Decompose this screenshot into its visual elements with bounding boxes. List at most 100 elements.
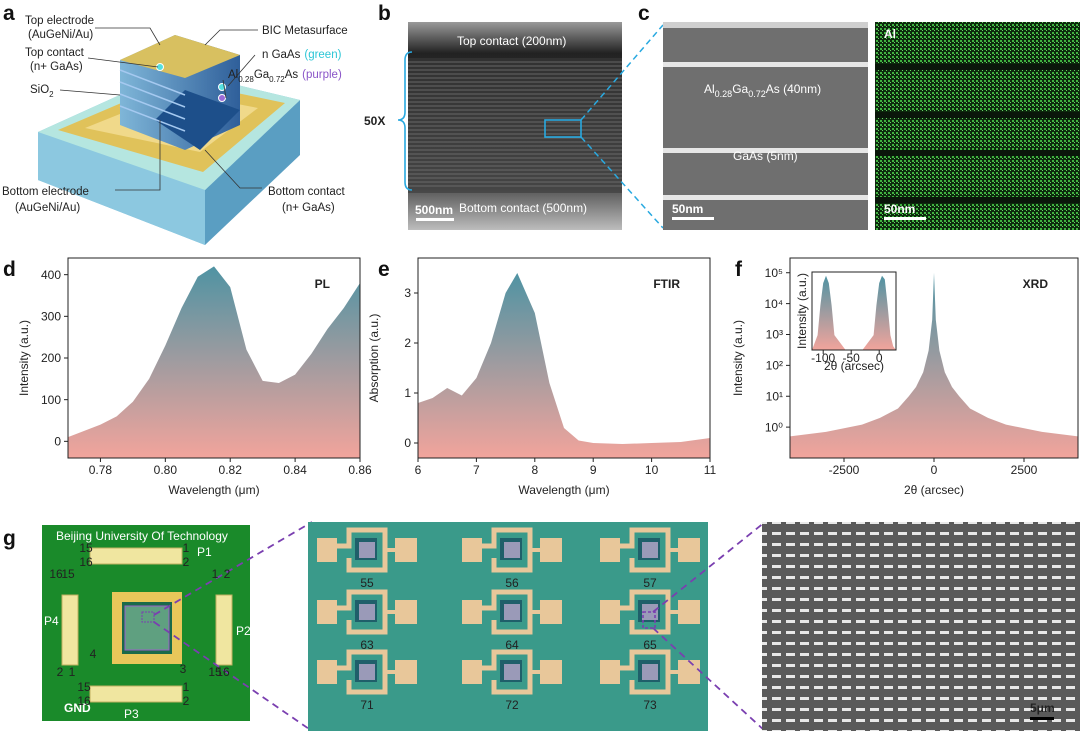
pin-label: 16 (77, 694, 91, 708)
device-schematic-polyline (204, 29, 258, 46)
device-number: 65 (643, 638, 657, 652)
device-photos-rect (762, 522, 1080, 731)
device-schematic-text-tspan: (purple) (302, 69, 342, 81)
device-schematic-text: Top electrode (25, 15, 94, 27)
device-photos-text: P4 (44, 614, 59, 628)
y-tick-label: 400 (41, 268, 61, 282)
device-schematic-text-tspan: (green) (304, 49, 341, 61)
eds-images-text: 50nm (672, 202, 703, 216)
y-tick-label: 200 (41, 351, 61, 365)
device-number: 64 (505, 638, 519, 652)
pin-label: 1 (69, 665, 76, 679)
device-photos-text: 5μm (1030, 701, 1055, 715)
tem-image-rect (408, 58, 622, 193)
device-photos-rect (141, 611, 155, 623)
eds-images-text: Al (884, 27, 896, 41)
pad (678, 660, 700, 684)
tem-image-line (580, 24, 664, 121)
electrode (620, 649, 671, 695)
pad (678, 600, 700, 624)
device-schematic-text-tspan: 2 (49, 90, 54, 99)
device-number: 56 (505, 576, 519, 590)
panel-labels-text: d (3, 258, 16, 281)
device-photos-text: Beijing University Of Technology (56, 529, 228, 543)
eds-images-rect (875, 22, 1080, 230)
x-tick-label: 11 (704, 463, 717, 477)
tem-image-rect (416, 218, 454, 221)
y-tick-label: 10¹ (766, 389, 783, 403)
device-schematic-polygon (38, 132, 205, 245)
y-tick-label: 2 (404, 336, 411, 350)
device-photos-text: P2 (236, 624, 251, 638)
x-tick-label: -50 (843, 351, 861, 365)
pin-label: 16 (49, 567, 63, 581)
y-tick-label: 10³ (766, 328, 783, 342)
eds-images-text: GaAs (5nm) (733, 149, 798, 163)
device-schematic: Top electrode (AuGeNi/Au) Top contact (n… (2, 15, 348, 245)
pin-header-rect (215, 594, 233, 666)
device-schematic-text: (n+ GaAs) (282, 202, 335, 214)
y-tick-label: 300 (41, 310, 61, 324)
pin-label: 15 (208, 665, 222, 679)
pad (540, 600, 562, 624)
panel-labels: a b c d e f g (3, 2, 743, 550)
x-tick-label: 7 (473, 463, 480, 477)
pad (462, 660, 482, 684)
device-schematic-polygon (155, 90, 240, 150)
device-schematic-polyline (222, 79, 227, 99)
pin-label: 3 (180, 662, 187, 676)
y-axis-label: Absorption (a.u.) (367, 314, 381, 403)
device-schematic-polygon (205, 100, 300, 245)
tem-image-text: Bottom contact (500nm) (459, 201, 587, 215)
axes-frame (417, 257, 711, 459)
pin-header-rect (61, 594, 79, 666)
tem-image-line (580, 136, 664, 229)
area (418, 273, 710, 458)
pin-label: 2 (224, 567, 231, 581)
device-schematic-text: Bottom contact (268, 186, 346, 198)
device-photos-text: P1 (197, 545, 212, 559)
tem-image-text: 500nm (415, 203, 453, 217)
y-tick-label: 10⁵ (765, 266, 783, 280)
x-axis-label: Wavelength (μm) (518, 483, 609, 497)
x-axis-label: Wavelength (μm) (168, 483, 259, 497)
device-schematic-text: (AuGeNi/Au) (28, 29, 93, 41)
pad (540, 538, 562, 562)
panel-labels-text: f (735, 258, 743, 281)
device-photos-rect (642, 611, 656, 629)
pin-label: 16 (216, 665, 230, 679)
panel-labels-text: g (3, 527, 16, 550)
eds-images: Al0.28Ga0.72As (40nm) GaAs (5nm) 50nm Al… (663, 22, 1080, 230)
electrode (482, 589, 533, 635)
y-tick-label: 100 (41, 393, 61, 407)
metasurface (359, 664, 375, 680)
y-tick-label: 10⁴ (764, 297, 783, 311)
pin-header (61, 547, 233, 703)
pin-label: 16 (79, 555, 93, 569)
area (812, 275, 896, 350)
panel-labels-text: e (378, 258, 390, 281)
eds-images-rect (663, 62, 868, 67)
device-schematic-text-tspan: 0.72 (269, 75, 285, 84)
tem-image-path (408, 61, 622, 187)
device-schematic-text: Bottom electrode (2, 186, 89, 198)
device-schematic-text: BIC Metasurface (262, 25, 348, 37)
device-schematic-polyline (59, 89, 121, 96)
eds-images-text-tspan: 0.72 (748, 89, 766, 99)
device-schematic-polyline (204, 149, 262, 189)
eds-images-text-tspan: As (40nm) (766, 82, 821, 96)
y-tick-label: 3 (404, 286, 411, 300)
device-photos: 55 56 57 63 64 65 71 72 73 5μm Beijing Universit… (42, 521, 1080, 731)
device-schematic-polygon (120, 35, 240, 78)
pin-label: 1 (183, 680, 190, 694)
metasurface (642, 664, 658, 680)
electrode (482, 649, 533, 695)
device-schematic-text: Top contact (25, 47, 85, 59)
x-tick-label: -2500 (829, 463, 860, 477)
device-number: 55 (360, 576, 374, 590)
eds-images-text-tspan: 0.28 (715, 89, 733, 99)
metasurface (359, 604, 375, 620)
device-schematic-polyline (115, 120, 161, 191)
eds-images-rect (663, 148, 868, 153)
